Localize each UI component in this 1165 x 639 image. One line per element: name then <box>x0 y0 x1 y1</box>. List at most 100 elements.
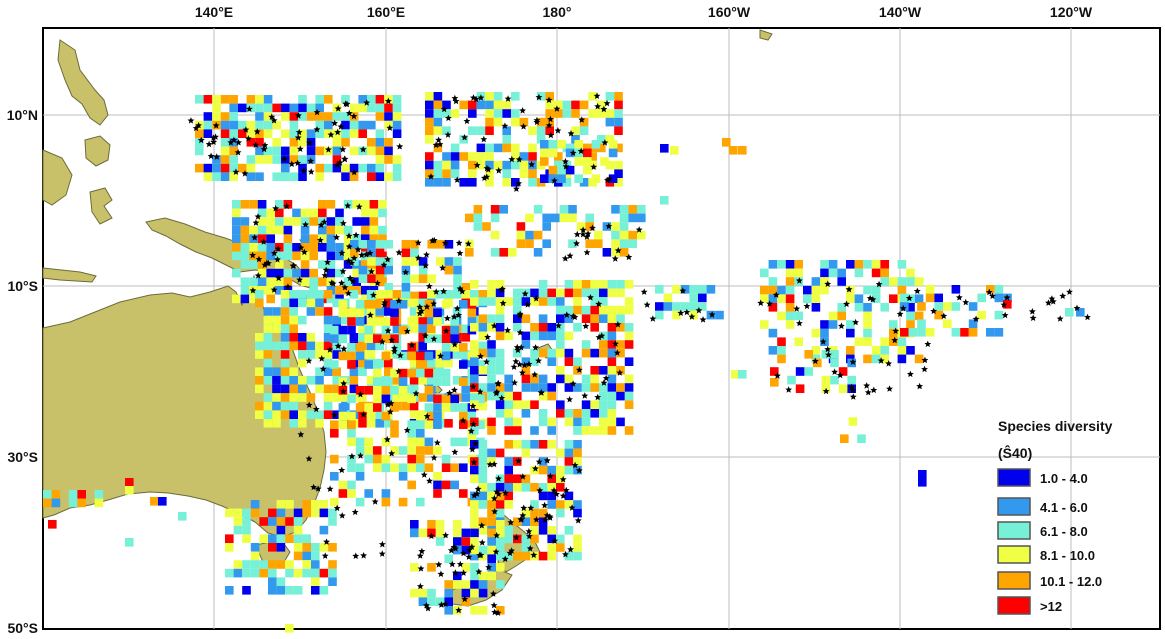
station-star-icon <box>838 322 845 329</box>
diversity-cell <box>977 293 986 303</box>
diversity-cell <box>335 251 344 261</box>
diversity-cell <box>459 411 468 421</box>
diversity-cell <box>470 366 479 375</box>
diversity-cell <box>614 92 623 101</box>
diversity-cell <box>238 163 247 173</box>
diversity-cell <box>628 205 637 214</box>
legend-item-3: 6.1 - 8.0 <box>997 521 1088 540</box>
diversity-cell <box>453 274 462 283</box>
diversity-cell <box>513 551 522 561</box>
diversity-cell <box>441 334 451 343</box>
diversity-cell <box>266 277 275 286</box>
station-star-icon <box>611 255 619 262</box>
diversity-cell <box>906 303 915 312</box>
diversity-cell <box>436 257 445 266</box>
station-star-icon <box>972 315 980 322</box>
diversity-cell <box>392 350 402 359</box>
diversity-cell <box>637 205 646 214</box>
diversity-cell <box>68 498 78 508</box>
station-star-icon <box>831 368 838 375</box>
diversity-cell <box>293 586 303 595</box>
station-star-icon <box>843 300 850 308</box>
diversity-cell <box>487 357 496 366</box>
station-star-icon <box>261 261 269 268</box>
diversity-cell <box>470 290 479 299</box>
diversity-cell <box>495 348 505 358</box>
diversity-cell <box>424 351 434 361</box>
diversity-cell <box>564 448 574 458</box>
diversity-cell <box>347 343 356 352</box>
diversity-cell <box>530 483 539 492</box>
station-star-icon <box>561 255 569 262</box>
diversity-cell <box>266 268 275 278</box>
diversity-cell <box>298 129 307 138</box>
diversity-cell <box>373 446 382 455</box>
diversity-cell <box>504 383 513 392</box>
diversity-cell <box>275 225 284 235</box>
station-star-icon <box>338 279 346 286</box>
diversity-cell <box>478 366 488 375</box>
diversity-cell <box>459 152 468 161</box>
diversity-cell <box>619 205 629 214</box>
diversity-cell <box>450 463 459 472</box>
diversity-cell <box>459 377 468 386</box>
station-star-icon <box>485 563 493 571</box>
diversity-cell <box>418 298 427 308</box>
diversity-cell <box>293 551 303 561</box>
diversity-cell <box>521 409 531 418</box>
diversity-cell <box>275 268 284 278</box>
diversity-cell <box>255 401 264 411</box>
diversity-cell <box>435 290 445 299</box>
station-star-icon <box>606 175 613 182</box>
diversity-cell <box>272 384 281 394</box>
diversity-cell <box>246 155 256 164</box>
station-star-icon <box>543 511 551 519</box>
diversity-cell <box>513 417 522 427</box>
diversity-cell <box>328 560 337 569</box>
diversity-cell <box>556 374 565 384</box>
diversity-cell <box>352 277 361 286</box>
station-star-icon <box>192 124 200 132</box>
station-star-icon <box>602 374 610 382</box>
diversity-cell <box>318 234 327 243</box>
diversity-cell <box>557 140 566 149</box>
diversity-cell <box>571 126 580 135</box>
station-star-icon <box>598 332 606 339</box>
diversity-cell <box>289 138 299 147</box>
diversity-cell <box>828 320 838 329</box>
diversity-cell <box>302 568 311 578</box>
diversity-cell <box>283 243 293 252</box>
diversity-cell <box>375 103 385 113</box>
station-star-icon <box>493 531 501 539</box>
station-star-icon <box>251 234 259 241</box>
station-star-icon <box>516 311 524 319</box>
diversity-cell <box>461 580 471 589</box>
diversity-cell <box>493 109 503 118</box>
diversity-cell <box>540 148 549 158</box>
diversity-cell <box>880 337 889 346</box>
diversity-cell <box>335 286 344 295</box>
diversity-cell <box>917 302 926 311</box>
diversity-cell <box>478 290 488 299</box>
diversity-cell <box>485 92 494 101</box>
station-star-icon <box>395 297 403 304</box>
diversity-cell <box>424 420 434 429</box>
diversity-cell <box>513 323 522 332</box>
station-star-icon <box>321 552 329 559</box>
diversity-cell <box>760 320 769 329</box>
diversity-cell <box>564 280 574 289</box>
diversity-cell <box>547 500 556 509</box>
diversity-cell <box>263 129 273 138</box>
station-star-icon <box>553 490 560 498</box>
diversity-cell <box>366 307 376 316</box>
diversity-cell <box>343 277 353 286</box>
diversity-cell <box>468 160 477 170</box>
diversity-cell <box>328 543 337 552</box>
diversity-cell <box>195 138 204 147</box>
station-star-icon <box>849 393 857 400</box>
diversity-cell <box>332 315 341 325</box>
diversity-cell <box>361 200 370 209</box>
diversity-cell <box>538 288 548 298</box>
station-star-icon <box>551 177 558 184</box>
diversity-cell <box>487 554 496 563</box>
